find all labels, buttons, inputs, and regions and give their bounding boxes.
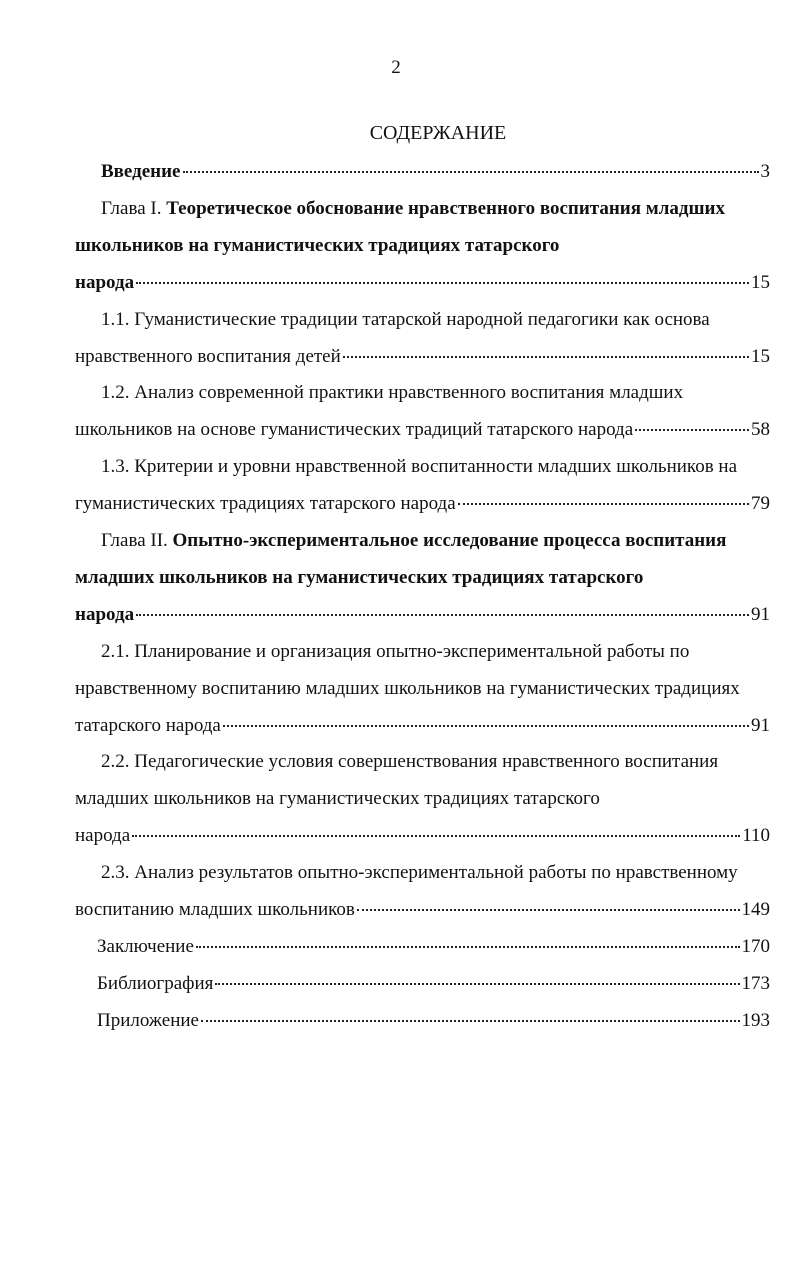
toc-line: татарского народа 91 <box>75 714 770 738</box>
entry-text: 1.3. Критерии и уровни нравственной восп… <box>101 456 738 478</box>
toc-line: 2.3. Анализ результатов опытно-экспериме… <box>101 861 738 885</box>
dot-leader <box>342 355 749 358</box>
page-ref: 193 <box>741 1009 771 1031</box>
toc-title: СОДЕРЖАНИЕ <box>369 122 507 144</box>
page-number: 2 <box>391 57 401 78</box>
entry-text: Библиография <box>97 972 214 994</box>
entry-text: Теоретическое обоснование нравственного … <box>166 197 725 219</box>
dot-leader <box>132 835 741 838</box>
dot-leader <box>215 982 740 985</box>
toc-line: Введение 3 <box>101 160 770 184</box>
toc-line: 1.3. Критерии и уровни нравственной восп… <box>101 455 737 479</box>
toc-line: народа 15 <box>75 271 770 295</box>
dot-leader <box>182 171 759 173</box>
page-ref: 15 <box>751 271 770 293</box>
entry-text: 2.3. Анализ результатов опытно-экспериме… <box>101 862 738 884</box>
page-ref: 3 <box>760 161 771 182</box>
entry-text: нравственного воспитания детей <box>75 345 341 367</box>
entry-text: младших школьников на гуманистических тр… <box>75 788 600 810</box>
page-ref: 170 <box>741 935 771 957</box>
entry-text: 1.2. Анализ современной практики нравств… <box>101 382 684 404</box>
toc-line: 1.1. Гуманистические традиции татарской … <box>101 308 710 332</box>
dot-leader <box>635 429 749 432</box>
page-ref: 173 <box>741 972 771 994</box>
page-ref: 91 <box>751 714 770 736</box>
entry-text: народа <box>75 603 135 625</box>
dot-leader <box>356 909 740 911</box>
entry-text: народа <box>75 271 135 293</box>
chapter-label: Глава II. <box>101 530 168 551</box>
dot-leader <box>222 724 749 727</box>
dot-leader <box>195 945 740 948</box>
entry-text: Опытно-экспериментальное исследование пр… <box>172 530 727 551</box>
toc-line: народа 110 <box>75 824 770 848</box>
entry-text: Приложение <box>97 1009 199 1031</box>
entry-text: народа <box>75 825 131 847</box>
page-ref: 58 <box>751 419 770 441</box>
page-ref: 149 <box>741 899 771 920</box>
toc-line: Библиография 173 <box>97 972 770 996</box>
entry-text: 2.2. Педагогические условия совершенство… <box>101 751 719 773</box>
toc-line: 2.1. Планирование и организация опытно-э… <box>101 640 689 664</box>
page-ref: 91 <box>751 603 770 625</box>
entry-text: 2.1. Планирование и организация опытно-э… <box>101 640 690 662</box>
toc-line: воспитанию младших школьников 149 <box>75 898 770 922</box>
entry-text: нравственному воспитанию младших школьни… <box>75 677 740 699</box>
toc-line: Заключение 170 <box>97 935 770 959</box>
toc-line: Глава II. Опытно-экспериментальное иссле… <box>101 529 726 553</box>
page-ref: 110 <box>742 825 770 847</box>
toc-line: школьников на основе гуманистических тра… <box>75 418 770 442</box>
toc-line: народа 91 <box>75 603 770 627</box>
toc-line: 2.2. Педагогические условия совершенство… <box>101 750 718 774</box>
entry-text: гуманистических традициях татарского нар… <box>75 493 456 515</box>
toc-line: гуманистических традициях татарского нар… <box>75 492 770 516</box>
toc-line: нравственного воспитания детей 15 <box>75 345 770 369</box>
toc-line: Глава I. Теоретическое обоснование нравс… <box>101 197 725 221</box>
dot-leader <box>200 1019 740 1022</box>
toc-line: младших школьников на гуманистических тр… <box>75 787 600 811</box>
page-ref: 79 <box>751 493 770 515</box>
page-ref: 15 <box>751 345 770 367</box>
entry-text: школьников на основе гуманистических тра… <box>75 419 634 441</box>
entry-text: татарского народа <box>75 714 221 736</box>
toc-line: нравственному воспитанию младших школьни… <box>75 677 740 701</box>
entry-text: Введение <box>101 161 181 182</box>
entry-text: Заключение <box>97 935 194 957</box>
toc-line: Приложение 193 <box>97 1009 770 1033</box>
entry-text: воспитанию младших школьников <box>75 899 355 920</box>
dot-leader <box>457 503 749 506</box>
dot-leader <box>136 613 749 616</box>
dot-leader <box>136 281 749 284</box>
entry-text: 1.1. Гуманистические традиции татарской … <box>101 308 710 330</box>
toc-line: школьников на гуманистических традициях … <box>75 234 559 258</box>
toc-line: 1.2. Анализ современной практики нравств… <box>101 381 683 405</box>
entry-text: младших школьников на гуманистических тр… <box>75 566 644 588</box>
chapter-label: Глава I. <box>101 197 162 219</box>
entry-text: школьников на гуманистических традициях … <box>75 234 560 256</box>
toc-line: младших школьников на гуманистических тр… <box>75 566 643 590</box>
